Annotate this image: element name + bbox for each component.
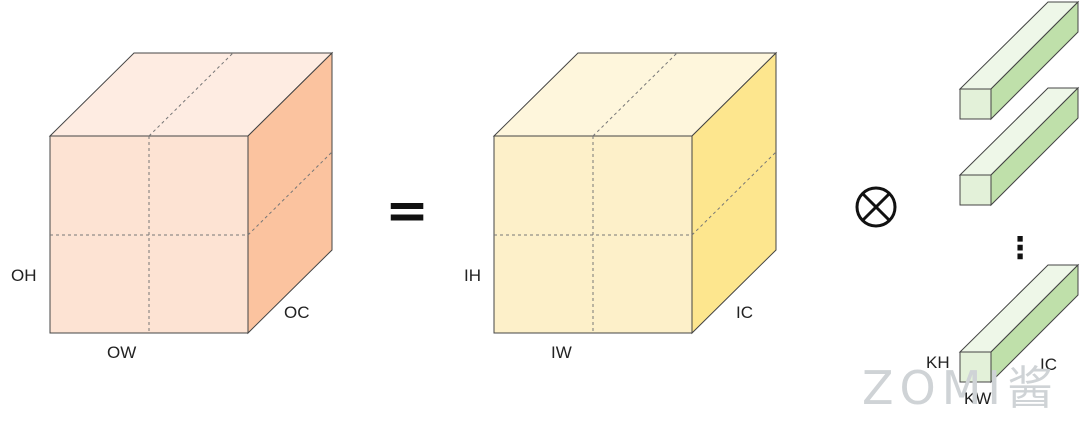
kernel-1-front — [959, 88, 992, 120]
kernel-3-front — [959, 351, 992, 383]
input-width-label: IW — [551, 343, 572, 362]
kernel-channels-label: IC — [1040, 355, 1057, 374]
output-cube — [48, 51, 334, 335]
output-channels-label: OC — [284, 303, 310, 322]
input-height-label: IH — [464, 266, 481, 285]
input-cube-grid — [494, 52, 777, 333]
watermark: ZOMI酱 — [862, 361, 1059, 415]
convolution-operator-icon — [855, 186, 897, 228]
output-width-label: OW — [107, 343, 136, 362]
output-height-label: OH — [11, 266, 37, 285]
kernel-1 — [958, 0, 1080, 121]
kernel-height-label: KH — [926, 353, 950, 372]
kernel-width-label: KW — [964, 389, 991, 408]
kernel-2-front — [959, 174, 992, 206]
input-cube — [492, 51, 778, 335]
input-channels-label: IC — [736, 303, 753, 322]
output-cube-grid — [50, 52, 333, 333]
equals-sign: = — [385, 181, 429, 241]
kernels-ellipsis: ⋮ — [1005, 231, 1035, 266]
kernel-2 — [958, 86, 1080, 207]
kernel-3 — [958, 263, 1080, 384]
